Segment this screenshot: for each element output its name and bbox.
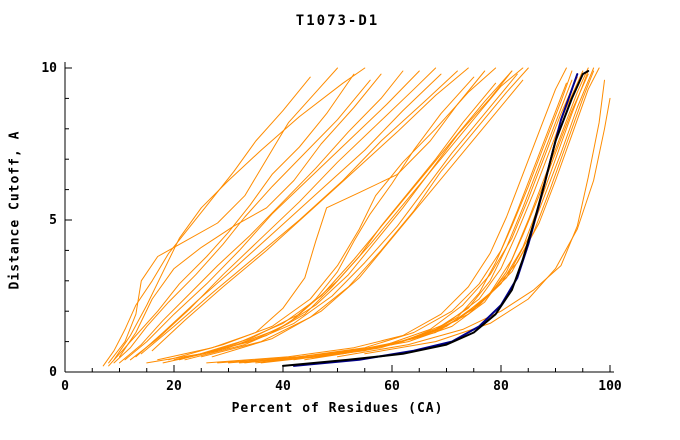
series-model-06 bbox=[129, 67, 437, 361]
series-highlight-black bbox=[282, 70, 590, 367]
series-model-19 bbox=[168, 67, 497, 361]
series-model-05 bbox=[124, 70, 420, 361]
series-model-07 bbox=[108, 67, 338, 364]
series-model-31 bbox=[238, 76, 578, 364]
series-model-12 bbox=[151, 67, 469, 352]
chart-title: T1073-D1 bbox=[295, 13, 380, 29]
series-model-28 bbox=[217, 82, 567, 364]
series-model-36 bbox=[364, 97, 611, 355]
tick-label: 40 bbox=[275, 379, 291, 394]
series-model-25 bbox=[255, 70, 584, 364]
series-model-18 bbox=[157, 70, 486, 361]
tick-label: 80 bbox=[493, 379, 509, 394]
tick-label: 0 bbox=[61, 379, 69, 394]
series-model-04 bbox=[119, 70, 404, 364]
series-model-22 bbox=[178, 70, 513, 361]
tick-label: 100 bbox=[598, 379, 622, 394]
tick-label: 0 bbox=[49, 365, 57, 380]
series-model-33 bbox=[206, 67, 567, 364]
tick-label: 5 bbox=[49, 213, 57, 228]
series-model-21 bbox=[211, 79, 524, 358]
series-model-16 bbox=[184, 73, 518, 361]
series-model-20 bbox=[189, 67, 524, 358]
series-model-11 bbox=[113, 67, 366, 361]
series-model-15 bbox=[173, 70, 513, 361]
series-model-08 bbox=[119, 73, 382, 358]
tick-label: 20 bbox=[166, 379, 182, 394]
series-model-02 bbox=[108, 73, 355, 367]
series-model-14 bbox=[162, 82, 497, 364]
series-model-09 bbox=[135, 73, 442, 358]
series-model-34 bbox=[315, 67, 600, 358]
series-model-03 bbox=[113, 79, 371, 364]
series-model-01 bbox=[102, 76, 311, 367]
series-model-17 bbox=[200, 67, 529, 358]
x-axis-label: Percent of Residues (CA) bbox=[231, 401, 444, 416]
series-model-10 bbox=[140, 70, 458, 355]
tick-label: 60 bbox=[384, 379, 400, 394]
series-model-35 bbox=[337, 79, 605, 358]
series-model-13 bbox=[146, 76, 475, 364]
tick-label: 10 bbox=[41, 61, 57, 76]
